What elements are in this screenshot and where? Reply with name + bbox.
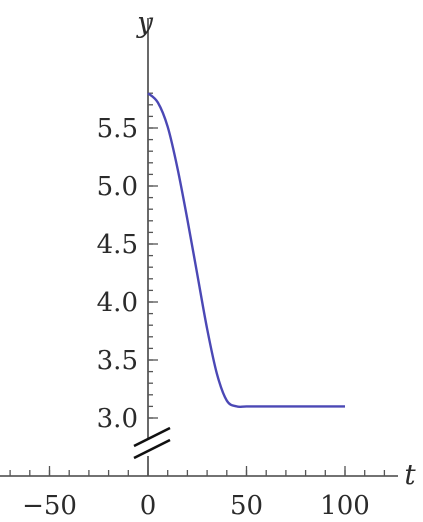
y-axis-label: y [135, 6, 154, 39]
series-line [148, 93, 345, 407]
x-tick-label: −50 [22, 491, 77, 521]
x-ticks: −50 0 50 100 [22, 466, 370, 521]
minor-ticks [10, 93, 384, 476]
y-tick-label: 4.0 [97, 288, 138, 318]
x-tick-label: 0 [140, 491, 157, 521]
x-tick-label: 100 [320, 491, 370, 521]
y-tick-label: 3.0 [97, 404, 138, 434]
series-layer [148, 93, 345, 407]
axis-break-mark [134, 428, 170, 458]
x-axis-label: t [404, 458, 416, 491]
y-tick-label: 5.0 [97, 172, 138, 202]
y-tick-label: 4.5 [97, 230, 138, 260]
x-tick-label: 50 [230, 491, 263, 521]
y-tick-label: 5.5 [97, 114, 138, 144]
y-tick-label: 3.5 [97, 346, 138, 376]
